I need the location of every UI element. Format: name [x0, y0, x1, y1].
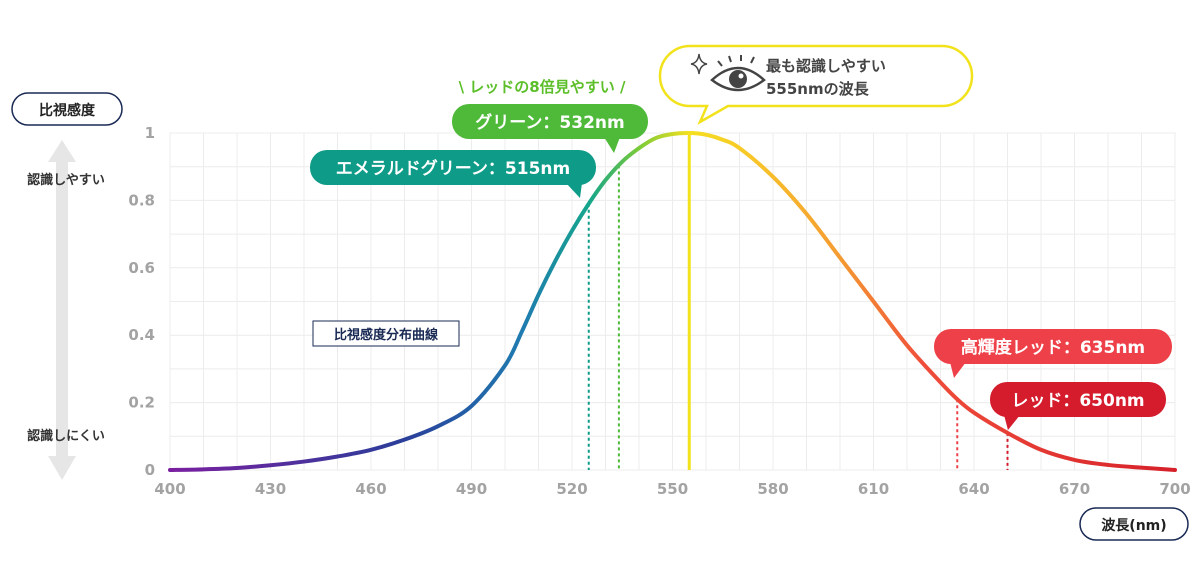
callout-emerald-green: エメラルドグリーン：515nm — [310, 150, 596, 198]
y-tick-label: 0 — [145, 461, 155, 479]
x-tick-label: 520 — [556, 480, 587, 498]
marker-lines — [587, 133, 1009, 470]
y-high-label: 認識しやすい — [27, 172, 105, 188]
y-tick-label: 0.2 — [128, 394, 155, 412]
sparkle-icon — [690, 53, 708, 75]
legend-box: 比視感度分布曲線 — [312, 320, 460, 347]
x-tick-label: 640 — [958, 480, 989, 498]
sensitivity-curve — [168, 130, 1177, 472]
y-axis-title: 比視感度 — [11, 92, 123, 126]
x-tick-label: 460 — [355, 480, 386, 498]
callout-red-text: レッド：650nm — [1011, 391, 1144, 411]
y-tick-label: 0.4 — [128, 326, 155, 344]
peak-callout: 最も認識しやすい 555nmの波長 — [658, 44, 974, 125]
peak-callout-line2: 555nmの波長 — [766, 80, 870, 98]
y-tick-label: 1 — [145, 124, 155, 142]
x-axis-title-text: 波長(nm) — [1101, 517, 1166, 534]
y-axis-title-text: 比視感度 — [39, 102, 96, 119]
legend-label: 比視感度分布曲線 — [334, 327, 439, 343]
x-tick-label: 400 — [154, 480, 185, 498]
x-axis-title: 波長(nm) — [1079, 507, 1189, 541]
callout-high-red: 高輝度レッド：635nm — [934, 329, 1172, 378]
y-tick-label: 0.6 — [128, 259, 155, 277]
callout-emerald-green-text: エメラルドグリーン：515nm — [336, 158, 570, 179]
eye-icon — [710, 55, 766, 92]
peak-callout-line1: 最も認識しやすい — [766, 57, 886, 75]
double-arrow-icon — [48, 140, 76, 480]
y-tick-labels: 0 0.2 0.4 0.6 0.8 1 — [128, 124, 155, 479]
x-tick-label: 700 — [1159, 480, 1190, 498]
curve-layer — [168, 130, 1177, 472]
x-tick-label: 670 — [1059, 480, 1090, 498]
green-note: \ レッドの8倍見やすい / — [459, 78, 626, 96]
x-tick-label: 490 — [456, 480, 487, 498]
x-tick-labels: 400 430 460 490 520 550 580 610 640 670 700 — [154, 480, 1190, 498]
x-tick-label: 580 — [757, 480, 788, 498]
x-tick-label: 610 — [858, 480, 889, 498]
y-low-label: 認識しにくい — [27, 428, 105, 444]
y-tick-label: 0.8 — [128, 191, 155, 209]
callout-green-text: グリーン：532nm — [475, 112, 624, 133]
callout-high-red-text: 高輝度レッド：635nm — [961, 337, 1145, 358]
callout-red: レッド：650nm — [990, 382, 1166, 430]
x-tick-label: 430 — [255, 480, 286, 498]
x-tick-label: 550 — [657, 480, 688, 498]
callout-green: グリーン：532nm — [452, 104, 648, 153]
